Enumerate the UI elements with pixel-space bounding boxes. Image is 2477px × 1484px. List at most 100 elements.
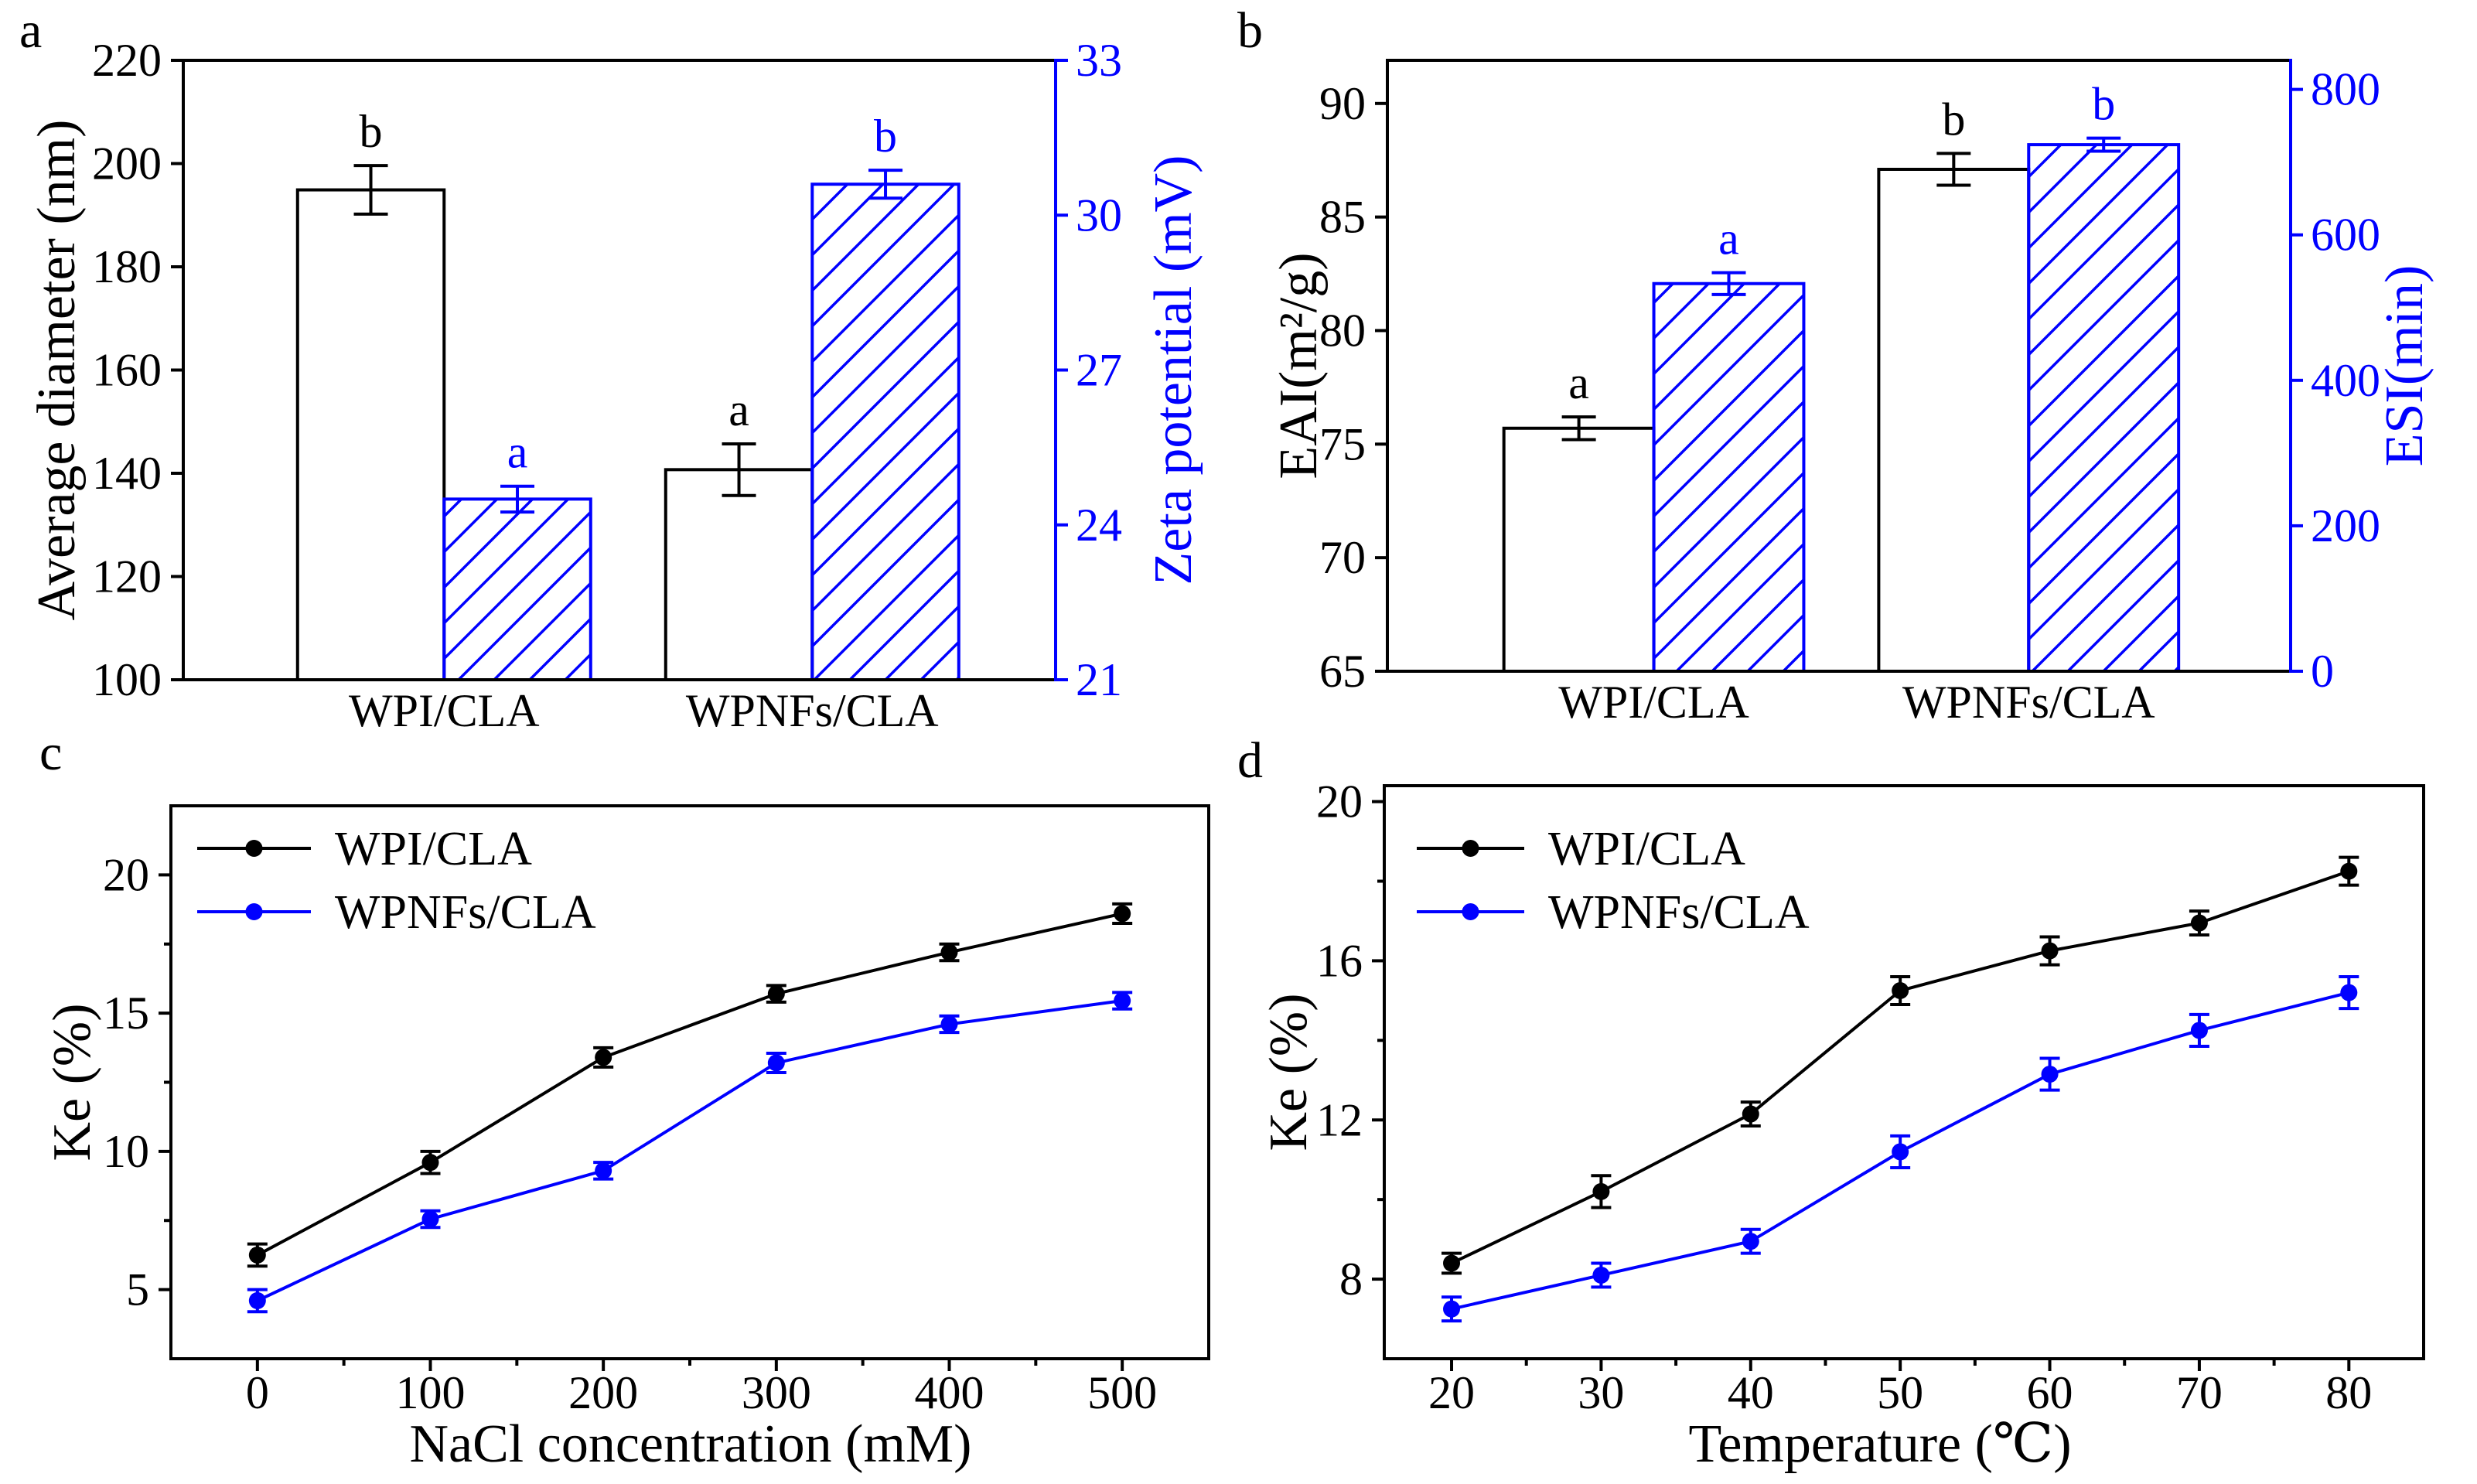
legend-item-0: WPI/CLA [1417,823,1745,875]
legend-item-1: WPNFs/CLA [197,886,596,939]
legend-marker [1462,903,1479,920]
series-0 [1442,855,2359,1275]
y-tick-label: 20 [1316,776,1363,827]
x-tick-label: 40 [1728,1367,1774,1418]
left-tick-label: 200 [92,138,162,189]
x-tick-label: 500 [1087,1367,1157,1418]
right-axis-title: ESI(min) [2375,265,2434,467]
panel-label: a [19,2,42,59]
data-point [1742,1233,1759,1250]
left-tick-label: 65 [1319,646,1366,697]
legend-marker [245,840,263,857]
left-axis-title: Average diameter (nm) [27,120,87,621]
y-tick-label: 5 [126,1264,149,1315]
bars: a a b b [1502,79,2181,674]
category-label-0: WPI/CLA [1558,677,1749,728]
error-bar-right-1 [868,169,903,200]
data-point [1592,1266,1610,1284]
category-label-1: WPNFs/CLA [686,685,939,736]
category-label-1: WPNFs/CLA [1902,677,2155,728]
data-point [767,1054,785,1072]
x-tick-label: 80 [2325,1367,2372,1418]
significance-letter-left-1: b [1942,94,1965,145]
panel-d: d 20 30 40 50 60 70 80 8 12 16 20 Temperature (℃) Ke … [1237,732,2425,1474]
data-point [421,1210,439,1228]
right-tick-label: 27 [1076,345,1122,396]
y-tick-label: 20 [103,849,149,900]
left-tick-label: 120 [92,551,162,602]
error-bar-right-1 [2086,136,2121,153]
error-bar-right-0 [500,484,535,514]
x-tick-label: 400 [915,1367,984,1418]
data-point [2340,862,2358,880]
right-tick-label: 21 [1076,654,1122,705]
x-tick-label: 70 [2176,1367,2223,1418]
right-tick-label: 800 [2311,64,2380,115]
significance-letter-left-0: b [360,106,383,157]
error-bar-left-1 [722,442,756,497]
panel-label: b [1237,2,1263,59]
bar-right-1 [2027,143,2181,674]
data-point [2041,942,2059,960]
left-tick-label: 70 [1319,532,1366,583]
series-line [256,999,1123,1302]
legend-label: WPI/CLA [1548,823,1745,875]
significance-letter-left-1: a [728,384,749,435]
legend-item-0: WPI/CLA [197,823,532,875]
right-tick-label: 24 [1076,500,1122,551]
bar-left-1 [1877,167,2031,673]
axes: 20 30 40 50 60 70 80 8 12 16 20 Temperature (℃) Ke (… [1259,776,2425,1474]
data-point [595,1162,612,1179]
data-point [1114,905,1131,923]
legend-item-1: WPNFs/CLA [1417,886,1810,939]
significance-letter-left-0: a [1568,357,1589,408]
data-point [1443,1254,1461,1272]
series-0 [247,902,1133,1268]
bar-left-0 [1502,426,1656,673]
x-tick-label: 100 [396,1367,466,1418]
bar-left-1 [664,468,814,681]
left-tick-label: 80 [1319,305,1366,356]
right-tick-label: 30 [1076,189,1122,241]
significance-letter-right-1: b [874,111,897,162]
x-tick-label: 50 [1877,1367,1923,1418]
data-point [2190,914,2208,932]
data-point [1443,1300,1461,1318]
y-tick-label: 16 [1316,935,1363,986]
series-1 [247,991,1133,1314]
data-point [2340,984,2358,1001]
data-point [1892,1143,1909,1161]
y-tick-label: 15 [103,988,149,1039]
panel-label: c [39,725,62,781]
axes: 0 100 200 300 400 500 5 10 15 20 NaCl concentratio… [43,804,1210,1474]
left-tick-label: 90 [1319,78,1366,129]
axes: 65 70 75 80 85 90 0 200 400 600 800 EAI(m²/g) ESI(mi… [1269,59,2434,697]
data-point [1592,1182,1610,1200]
right-tick-label: 400 [2311,355,2380,406]
x-tick-label: 200 [568,1367,638,1418]
error-bar-right-0 [1711,271,1746,296]
left-tick-label: 140 [92,448,162,499]
bar-left-0 [295,188,446,682]
left-tick-label: 160 [92,345,162,396]
x-tick-label: 0 [246,1367,269,1418]
panel-a: a b a a b WPI/CLA WPNFs/CLA 100 120 140 160 180 200 2… [19,2,1203,736]
bar-right-1 [810,183,960,681]
error-bar-left-1 [1936,152,1971,187]
right-tick-label: 200 [2311,500,2380,551]
x-tick-label: 20 [1428,1367,1475,1418]
error-bar-left-0 [353,164,388,216]
axis-frame [1386,59,2291,673]
right-axis-title: Zeta potential (mV) [1144,155,1203,585]
data-point [940,943,958,961]
left-tick-label: 100 [92,654,162,705]
data-point [2041,1066,2059,1083]
data-point [595,1049,612,1066]
left-tick-label: 180 [92,241,162,292]
y-tick-label: 12 [1316,1094,1363,1145]
legend-marker [1462,840,1479,857]
y-tick-label: 8 [1339,1254,1363,1305]
y-axis-title: Ke (%) [43,1003,102,1161]
panel-label: d [1237,732,1263,789]
x-tick-label: 60 [2027,1367,2073,1418]
